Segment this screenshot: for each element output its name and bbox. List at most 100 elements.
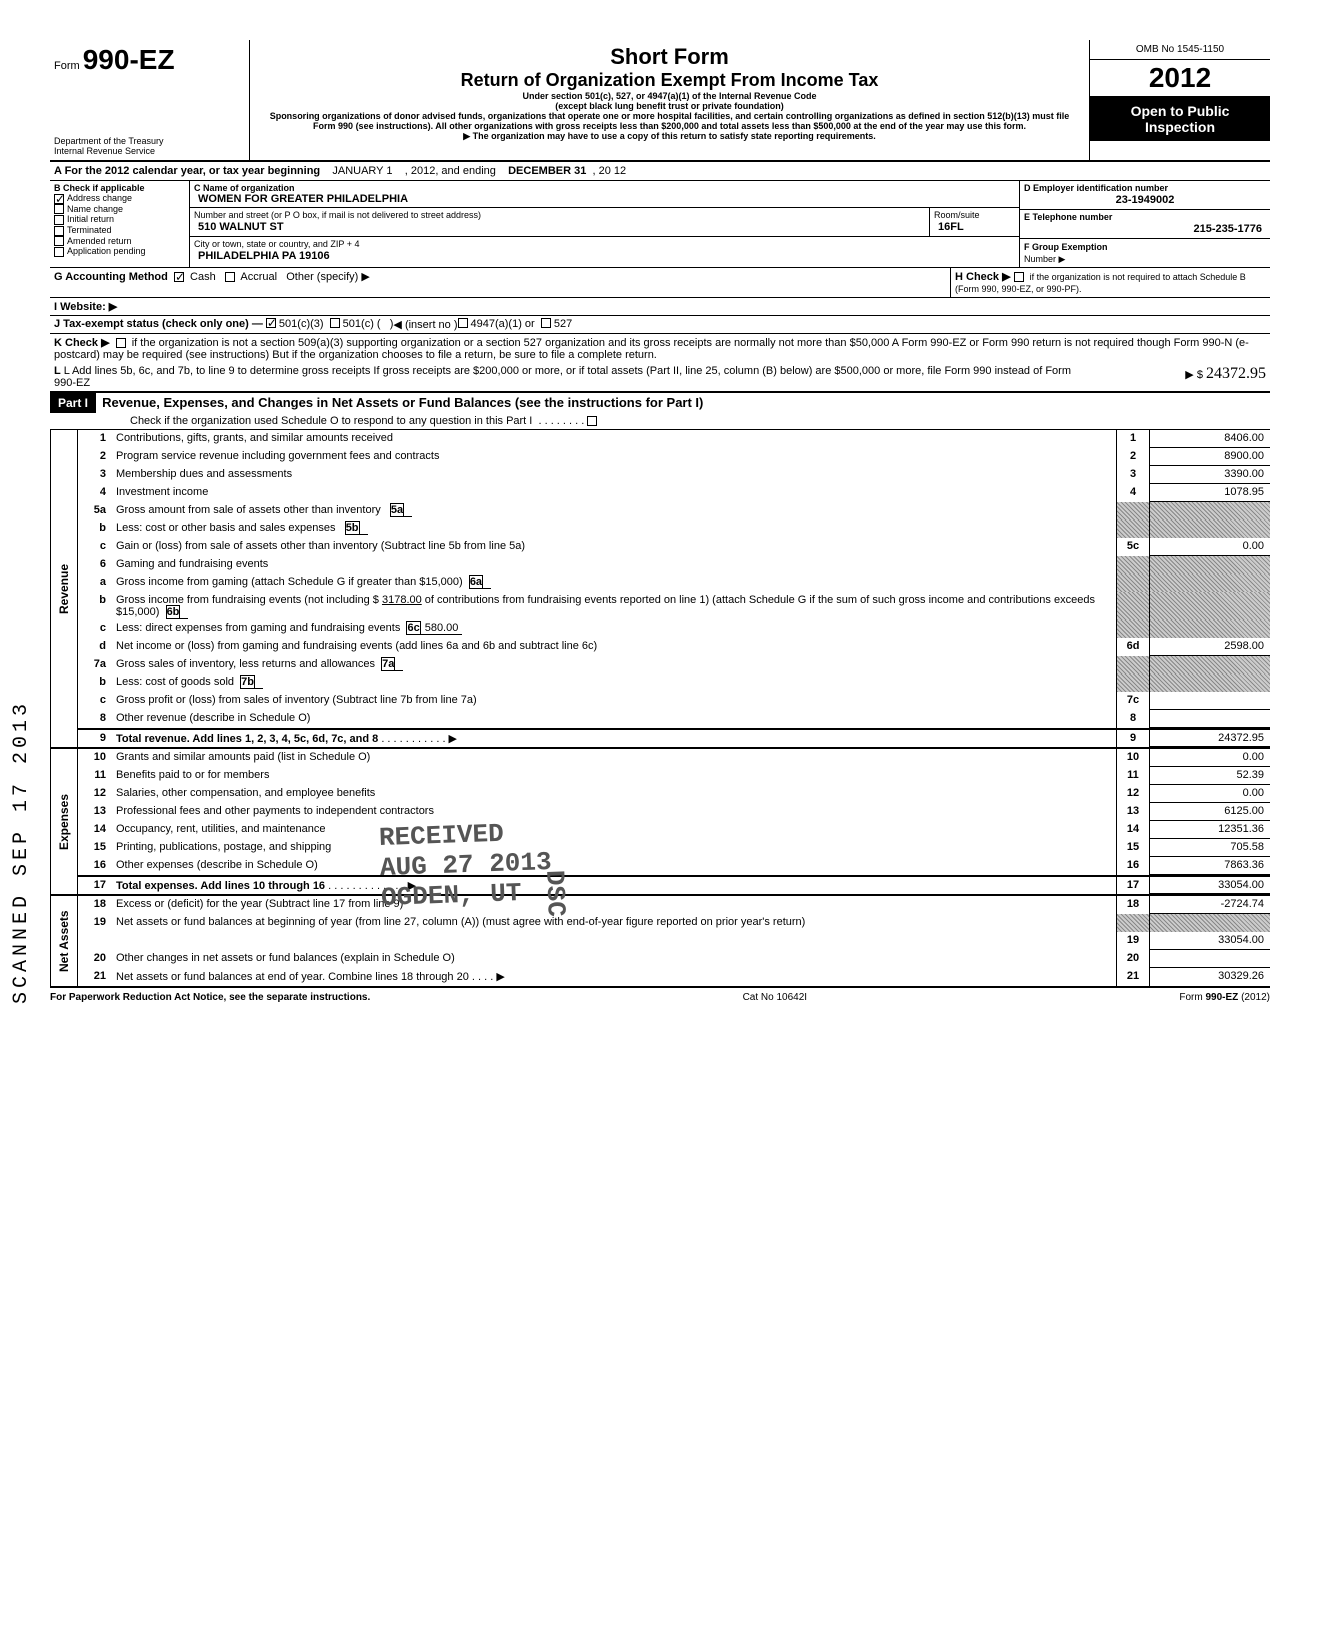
ln17-d: Total expenses. Add lines 10 through 16 <box>116 880 325 892</box>
ln15-box: 15 <box>1116 839 1150 857</box>
city-label: City or town, state or country, and ZIP … <box>194 239 1015 249</box>
chk-terminated[interactable] <box>54 226 64 236</box>
row-a-endyr: 12 <box>614 165 626 177</box>
ln7c-n: c <box>78 692 112 710</box>
chk-501c3[interactable] <box>266 318 276 328</box>
ln17-n: 17 <box>78 877 112 894</box>
ln16-n: 16 <box>78 857 112 875</box>
sponsor-note: Sponsoring organizations of donor advise… <box>258 111 1081 131</box>
org-name: WOMEN FOR GREATER PHILADELPHIA <box>194 192 412 206</box>
ln4-amt: 1078.95 <box>1150 484 1270 502</box>
chk-k[interactable] <box>116 338 126 348</box>
ln11-box: 11 <box>1116 767 1150 785</box>
ln14-box: 14 <box>1116 821 1150 839</box>
ln4-box: 4 <box>1116 484 1150 502</box>
ln10-n: 10 <box>78 749 112 767</box>
scanned-stamp: SCANNED SEP 17 2013 <box>10 700 33 1004</box>
ln7b-n: b <box>78 674 112 692</box>
ln15-n: 15 <box>78 839 112 857</box>
ln7c-box: 7c <box>1116 692 1150 710</box>
col-b-checkboxes: B Check if applicable Address change Nam… <box>50 181 190 267</box>
ln15-amt: 705.58 <box>1150 839 1270 857</box>
chk-cash[interactable] <box>174 272 184 282</box>
ln5b-n: b <box>78 520 112 538</box>
ln5c-n: c <box>78 538 112 556</box>
phone: 215-235-1776 <box>1024 222 1266 236</box>
ln17-box: 17 <box>1116 877 1150 894</box>
ln13-amt: 6125.00 <box>1150 803 1270 821</box>
ln7c-amt <box>1150 692 1270 710</box>
ln10-d: Grants and similar amounts paid (list in… <box>112 749 1116 767</box>
ln14-amt: 12351.36 <box>1150 821 1270 839</box>
ln6b-d: Gross income from fundraising events (no… <box>116 594 379 606</box>
ln5c-amt: 0.00 <box>1150 538 1270 556</box>
b-item-2: Initial return <box>67 214 114 224</box>
form-990ez: Form 990-EZ Department of the Treasury I… <box>50 40 1270 1003</box>
f-label2: Number ▶ <box>1024 254 1065 264</box>
ln7a-n: 7a <box>78 656 112 674</box>
ln12-n: 12 <box>78 785 112 803</box>
ln1-amt: 8406.00 <box>1150 430 1270 448</box>
form-header: Form 990-EZ Department of the Treasury I… <box>50 40 1270 162</box>
ln5b-mid: 5b <box>345 521 360 535</box>
row-a-mid: , 2012, and ending <box>405 165 496 177</box>
subtitle2: (except black lung benefit trust or priv… <box>258 101 1081 111</box>
ln15-d: Printing, publications, postage, and shi… <box>112 839 1116 857</box>
footer-mid: Cat No 10642I <box>743 992 808 1003</box>
b-item-5: Application pending <box>67 246 146 256</box>
ln12-d: Salaries, other compensation, and employ… <box>112 785 1116 803</box>
chk-name-change[interactable] <box>54 204 64 214</box>
ln6c-n: c <box>78 620 112 638</box>
chk-527[interactable] <box>541 318 551 328</box>
chk-accrual[interactable] <box>225 272 235 282</box>
ln10-box: 10 <box>1116 749 1150 767</box>
b-label: B Check if applicable <box>54 183 185 193</box>
chk-4947[interactable] <box>458 318 468 328</box>
ln20-amt <box>1150 950 1270 968</box>
ln9-d: Total revenue. Add lines 1, 2, 3, 4, 5c,… <box>116 733 378 745</box>
ln12-amt: 0.00 <box>1150 785 1270 803</box>
g-accrual: Accrual <box>240 271 277 283</box>
e-label: E Telephone number <box>1024 212 1266 222</box>
k-text: if the organization is not a section 509… <box>54 337 1249 361</box>
l-amount: 24372.95 <box>1206 365 1266 382</box>
ln13-box: 13 <box>1116 803 1150 821</box>
chk-501c[interactable] <box>330 318 340 328</box>
chk-address-change[interactable] <box>54 194 64 204</box>
ln18-d: Excess or (deficit) for the year (Subtra… <box>112 896 1116 914</box>
f-label: F Group Exemption <box>1024 242 1108 252</box>
ln3-n: 3 <box>78 466 112 484</box>
ln6b-contrib: 3178.00 <box>382 594 422 606</box>
j-501c3: 501(c)(3) <box>279 318 324 331</box>
ln6a-d: Gross income from gaming (attach Schedul… <box>116 576 463 588</box>
chk-initial-return[interactable] <box>54 215 64 225</box>
dept-treasury: Department of the Treasury <box>54 136 245 146</box>
dept-irs: Internal Revenue Service <box>54 146 245 156</box>
b-item-3: Terminated <box>67 225 112 235</box>
chk-schedule-o[interactable] <box>587 416 597 426</box>
expenses-section: Expenses 10Grants and similar amounts pa… <box>50 747 1270 894</box>
row-a-tax-year: A For the 2012 calendar year, or tax yea… <box>50 162 1270 181</box>
k-label: K Check ▶ <box>54 337 110 349</box>
ln11-n: 11 <box>78 767 112 785</box>
j-insert: ◀ (insert no ) <box>393 318 457 331</box>
part1-tag: Part I <box>50 393 96 413</box>
ln2-amt: 8900.00 <box>1150 448 1270 466</box>
chk-app-pending[interactable] <box>54 247 64 257</box>
ln2-d: Program service revenue including govern… <box>112 448 1116 466</box>
row-a-label: A For the 2012 calendar year, or tax yea… <box>54 165 320 177</box>
chk-h[interactable] <box>1014 272 1024 282</box>
ln7c-d: Gross profit or (loss) from sales of inv… <box>112 692 1116 710</box>
ln3-amt: 3390.00 <box>1150 466 1270 484</box>
row-a-end2: , 20 <box>592 165 610 177</box>
part1-header: Part I Revenue, Expenses, and Changes in… <box>50 393 1270 430</box>
chk-amended[interactable] <box>54 236 64 246</box>
ln6d-d: Net income or (loss) from gaming and fun… <box>112 638 1116 656</box>
ln6d-n: d <box>78 638 112 656</box>
ln13-d: Professional fees and other payments to … <box>112 803 1116 821</box>
ln7a-d: Gross sales of inventory, less returns a… <box>116 658 375 670</box>
ln3-box: 3 <box>1116 466 1150 484</box>
ln16-amt: 7863.36 <box>1150 857 1270 875</box>
row-a-begin: JANUARY 1 <box>332 165 392 177</box>
footer-left: For Paperwork Reduction Act Notice, see … <box>50 992 370 1003</box>
